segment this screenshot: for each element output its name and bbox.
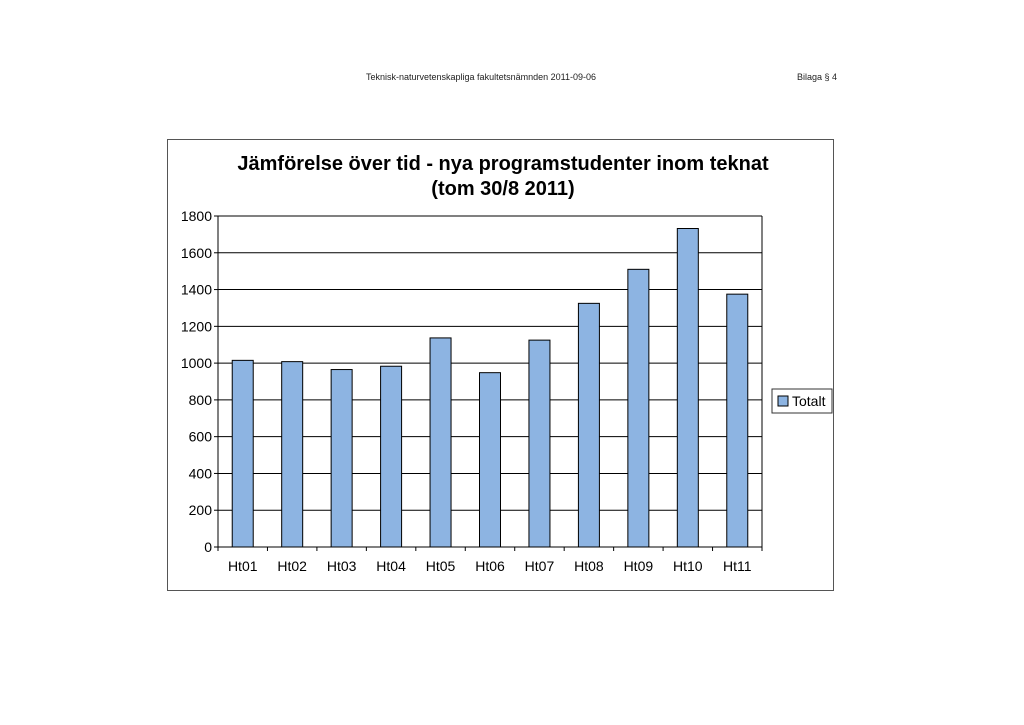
x-tick-label: Ht09: [624, 558, 654, 574]
bar-ht03: [330, 369, 353, 548]
x-tick-label: Ht05: [426, 558, 456, 574]
y-tick-label: 1200: [181, 318, 212, 334]
legend-swatch: [777, 395, 789, 407]
y-tick-label: 1600: [181, 245, 212, 261]
x-tick-label: Ht04: [376, 558, 406, 574]
y-tick-label: 1000: [181, 355, 212, 371]
bars: [231, 228, 749, 548]
bar-ht09: [627, 268, 650, 548]
page-header-attachment: Bilaga § 4: [797, 72, 838, 82]
bar-ht08: [577, 302, 600, 548]
bar-ht05: [429, 337, 452, 548]
x-tick-label: Ht03: [327, 558, 357, 574]
x-tick-label: Ht07: [525, 558, 555, 574]
x-tick-label: Ht02: [277, 558, 307, 574]
bar-ht04: [380, 365, 403, 548]
bar-ht06: [479, 372, 501, 548]
bar-ht01: [231, 359, 254, 548]
bar-ht02: [281, 361, 304, 548]
y-tick-label: 1400: [181, 282, 212, 298]
page-header-title: Teknisk-naturvetenskapliga fakultetsnämn…: [366, 72, 596, 82]
bar-ht07: [528, 339, 551, 548]
legend-label: Totalt: [792, 393, 826, 409]
legend: Totalt: [771, 388, 833, 414]
x-tick-label: Ht08: [574, 558, 604, 574]
x-tick-label: Ht01: [228, 558, 258, 574]
bar-ht10: [676, 228, 699, 548]
x-tick-label: Ht11: [723, 558, 752, 574]
y-tick-label: 0: [204, 539, 212, 555]
y-tick-label: 600: [189, 429, 213, 445]
x-tick-labels: Ht01 Ht02 Ht03 Ht04 Ht05 Ht06 Ht07 Ht08 Ht09 Ht10…: [228, 558, 752, 574]
page-header: Teknisk-naturvetenskapliga fakultetsnämn…: [0, 72, 1024, 88]
chart-title: Jämförelse över tid - nya programstudent…: [237, 153, 769, 175]
x-tick-label: Ht06: [475, 558, 505, 574]
y-tick-labels: 0 200 400 600 800 1000 1200 1400 1600 1800: [181, 208, 212, 555]
x-tick-label: Ht10: [673, 558, 703, 574]
y-tick-label: 400: [189, 465, 213, 481]
chart-subtitle: (tom 30/8 2011): [431, 178, 574, 200]
y-tick-label: 800: [189, 392, 213, 408]
y-tick-label: 200: [189, 502, 213, 518]
y-tick-label: 1800: [181, 208, 212, 224]
bar-ht11: [726, 293, 749, 548]
